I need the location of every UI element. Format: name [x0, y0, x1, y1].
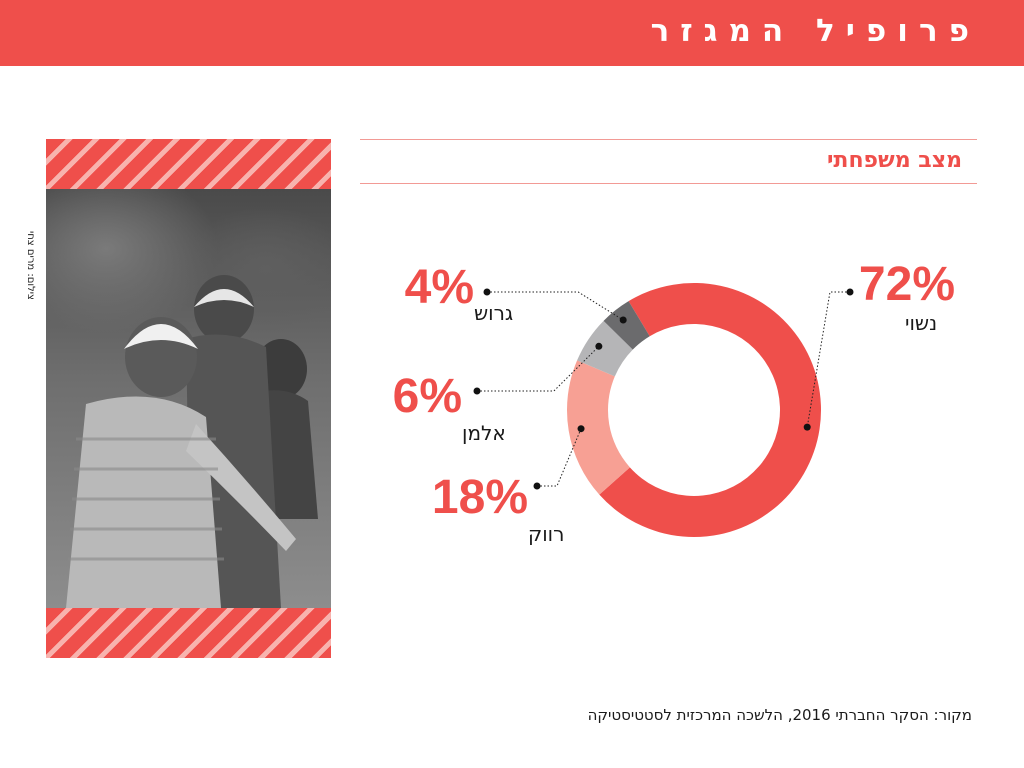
- section-rule-top: [360, 139, 977, 140]
- stripe-band-top: [46, 139, 331, 189]
- leader-dot-divorced: [483, 288, 491, 296]
- section-rule-bottom: [360, 183, 977, 184]
- photo-credit: צילום: מרים צחי: [25, 231, 36, 300]
- source-note: מקור: הסקר החברתי 2016, הלשכה המרכזית לס…: [587, 706, 972, 724]
- category-label-widowed: אלמן: [462, 421, 506, 445]
- leader-dot-married: [846, 288, 854, 296]
- leader-end-dot-married: [803, 423, 811, 431]
- leader-end-dot-single: [577, 425, 585, 433]
- donut-slice-widowed: [577, 320, 633, 377]
- leader-dot-widowed: [473, 387, 481, 395]
- value-label-widowed: 6%: [393, 370, 462, 423]
- leader-line-divorced: [487, 291, 624, 321]
- value-label-married: 72%: [859, 258, 955, 311]
- header-bar: פרופיל המגזר: [0, 0, 1024, 66]
- value-label-divorced: 4%: [405, 261, 474, 314]
- section-title: מצב משפחתי: [826, 148, 962, 173]
- photo-panel: [46, 139, 331, 658]
- category-label-divorced: גרוש: [474, 301, 513, 325]
- stripe-band-bottom: [46, 608, 331, 658]
- donut-slice-married: [599, 283, 821, 537]
- donut-slice-divorced: [603, 301, 650, 350]
- leader-end-dot-divorced: [619, 316, 627, 324]
- donut-slice-single: [567, 360, 630, 495]
- children-photo: [46, 189, 331, 608]
- children-illustration: [66, 275, 318, 608]
- value-label-single: 18%: [432, 471, 528, 524]
- leader-line-widowed: [477, 345, 600, 392]
- leader-end-dot-widowed: [595, 342, 603, 350]
- page-title: פרופיל המגזר: [650, 13, 980, 49]
- category-label-single: רווק: [528, 522, 564, 546]
- category-label-married: נשוי: [905, 311, 937, 335]
- leader-dot-single: [533, 482, 541, 490]
